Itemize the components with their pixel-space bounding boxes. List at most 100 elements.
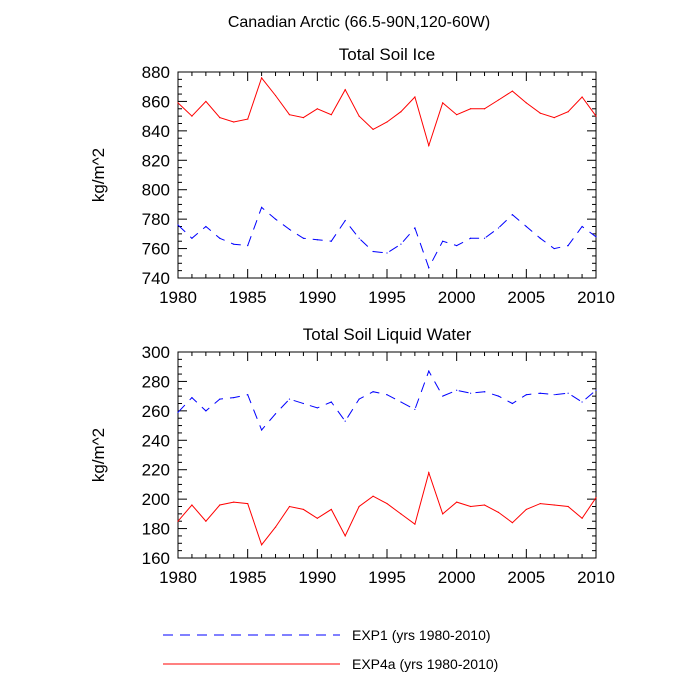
- figure-title: Canadian Arctic (66.5-90N,120-60W): [228, 14, 490, 31]
- data-point: [302, 508, 304, 511]
- data-point: [205, 520, 207, 522]
- data-point: [288, 505, 291, 508]
- data-point: [553, 247, 555, 250]
- data-point: [261, 544, 263, 546]
- data-point: [567, 505, 569, 508]
- data-point: [330, 508, 332, 511]
- data-point: [581, 401, 583, 403]
- data-point: [191, 237, 193, 239]
- data-point: [525, 102, 527, 104]
- y-tick-label: 780: [142, 210, 170, 229]
- data-point: [539, 112, 541, 114]
- y-tick-label: 220: [142, 461, 170, 480]
- y-tick-label: 160: [142, 549, 170, 568]
- legend: EXP1 (yrs 1980-2010) EXP4a (yrs 1980-201…: [163, 627, 498, 672]
- data-point: [581, 517, 583, 519]
- data-point: [497, 511, 500, 513]
- plot-frame: [177, 351, 597, 559]
- y-tick-label: 800: [142, 181, 170, 200]
- data-point: [386, 121, 388, 123]
- y-tick-label: 880: [142, 63, 170, 82]
- data-point: [511, 90, 513, 92]
- data-point: [274, 526, 277, 528]
- data-point: [247, 502, 249, 505]
- data-point: [456, 245, 458, 247]
- data-point: [567, 245, 569, 247]
- y-tick-label: 260: [142, 402, 170, 421]
- panel-total-soil-liquid-water: Total Soil Liquid Water kg/m^2 1980 1985 199…: [89, 325, 615, 587]
- data-point: [553, 504, 555, 506]
- data-point: [567, 392, 569, 394]
- x-tick-label: 1985: [229, 288, 267, 307]
- data-point: [400, 401, 402, 403]
- data-point: [344, 89, 346, 91]
- data-point: [177, 224, 179, 226]
- data-point: [414, 523, 416, 525]
- data-point: [428, 370, 430, 372]
- data-point: [205, 225, 207, 228]
- data-point: [261, 206, 263, 208]
- data-point: [428, 267, 430, 269]
- data-point: [372, 128, 374, 130]
- data-point: [247, 118, 249, 120]
- legend-label-exp1: EXP1 (yrs 1980-2010): [352, 627, 491, 643]
- data-point: [470, 237, 472, 239]
- data-point: [483, 237, 486, 239]
- data-point: [219, 398, 221, 400]
- y-tick-label: 180: [142, 520, 170, 539]
- data-point: [330, 240, 332, 242]
- panel-title: Total Soil Ice: [339, 45, 435, 64]
- y-tick-label: 840: [142, 122, 170, 141]
- data-point: [316, 108, 318, 110]
- x-tick-label: 2005: [507, 288, 545, 307]
- y-axis-label: kg/m^2: [89, 148, 108, 202]
- data-point: [456, 501, 458, 503]
- data-point: [177, 411, 179, 413]
- data-point: [525, 225, 527, 228]
- data-point: [344, 220, 346, 222]
- data-point: [330, 401, 332, 403]
- data-point: [581, 225, 583, 228]
- data-point: [177, 102, 179, 104]
- data-point: [456, 389, 458, 391]
- data-point: [483, 504, 486, 506]
- data-point: [386, 502, 388, 505]
- y-tick-label: 820: [142, 151, 170, 170]
- data-point: [358, 115, 360, 117]
- x-tick-label: 2000: [438, 288, 476, 307]
- data-point: [539, 392, 541, 394]
- x-tick-label: 2000: [438, 568, 476, 587]
- data-point: [191, 397, 193, 399]
- series-line-exp1: [177, 369, 597, 431]
- x-tick-label: 1990: [298, 568, 336, 587]
- y-tick-label: 760: [142, 240, 170, 259]
- x-tick-label: 1980: [159, 568, 197, 587]
- y-tick-label: 740: [142, 269, 170, 288]
- data-point: [358, 505, 360, 508]
- data-point: [567, 111, 569, 113]
- data-point: [316, 239, 318, 241]
- data-point: [525, 394, 527, 396]
- data-point: [400, 513, 402, 515]
- data-point: [233, 501, 235, 503]
- data-point: [553, 394, 555, 396]
- x-tick-label: 1985: [229, 568, 267, 587]
- data-point: [595, 115, 597, 117]
- data-point: [191, 504, 193, 506]
- x-tick-label: 1980: [159, 288, 197, 307]
- data-point: [316, 407, 318, 409]
- data-point: [442, 240, 444, 242]
- data-point: [595, 497, 597, 499]
- y-tick-label: 300: [142, 343, 170, 362]
- series-line-exp4a: [177, 470, 597, 546]
- data-point: [595, 236, 597, 238]
- data-point: [358, 398, 360, 400]
- data-point: [595, 389, 597, 391]
- data-point: [330, 114, 332, 116]
- data-point: [553, 117, 555, 119]
- data-point: [316, 517, 318, 519]
- x-tick-label: 1990: [298, 288, 336, 307]
- data-point: [233, 121, 235, 123]
- data-point: [274, 94, 277, 97]
